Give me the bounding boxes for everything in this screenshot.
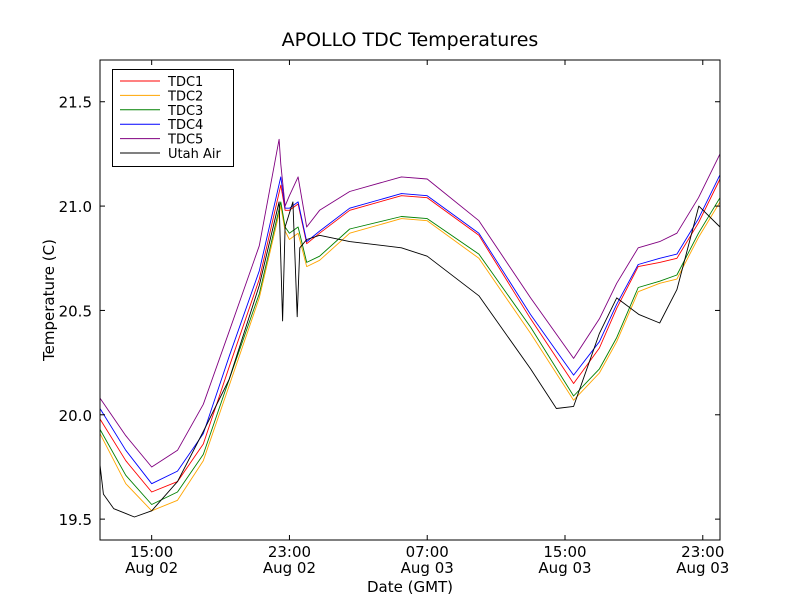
y-tick-label: 19.5 (59, 511, 92, 529)
legend-label: TDC3 (167, 104, 203, 119)
x-axis-label: Date (GMT) (367, 578, 453, 596)
x-tick-label-date: Aug 02 (125, 559, 178, 577)
x-tick-label-time: 07:00 (406, 543, 449, 561)
series-line-tdc2 (99, 201, 721, 512)
series-line-utah-air (99, 201, 721, 518)
y-tick-label: 21.5 (59, 94, 92, 112)
legend-label: TDC4 (167, 118, 203, 133)
series-layer (99, 138, 721, 518)
x-tick-label-time: 23:00 (681, 543, 724, 561)
y-tick-label: 20.5 (59, 302, 92, 320)
x-tick-label-date: Aug 03 (538, 559, 591, 577)
x-tick-label-time: 23:00 (268, 543, 311, 561)
x-tick-label-time: 15:00 (130, 543, 173, 561)
legend-box (112, 69, 234, 167)
series-line-tdc3 (99, 197, 721, 505)
series-line-tdc5 (99, 138, 721, 468)
x-tick-label-date: Aug 03 (676, 559, 729, 577)
x-tick-label-date: Aug 02 (263, 559, 316, 577)
x-tick-label-time: 15:00 (543, 543, 586, 561)
y-tick-label: 21.0 (59, 198, 92, 216)
y-axis-label: Temperature (C) (40, 239, 58, 362)
y-tick-label: 20.0 (59, 407, 92, 425)
legend-label: TDC1 (167, 75, 203, 90)
legend-label: TDC5 (167, 133, 203, 148)
plot-frame (99, 59, 721, 541)
legend-label: TDC2 (167, 89, 203, 104)
series-line-tdc4 (99, 174, 721, 485)
series-line-tdc1 (99, 178, 721, 493)
x-tick-label-date: Aug 03 (401, 559, 454, 577)
legend-label: Utah Air (168, 147, 221, 162)
chart-title: APOLLO TDC Temperatures (282, 29, 539, 51)
